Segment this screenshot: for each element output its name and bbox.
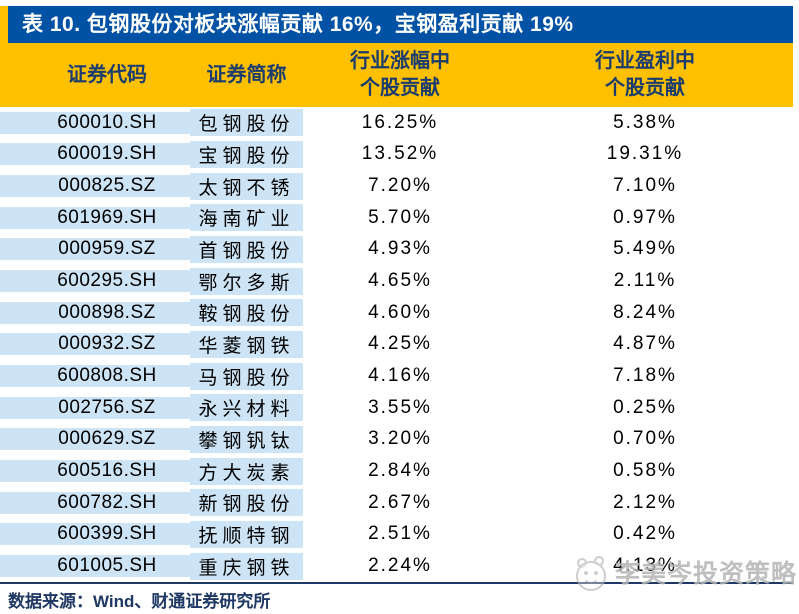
cell-profit: 7.10% bbox=[613, 175, 677, 197]
table-row: 601969.SH 海南矿业 5.70% 0.97% bbox=[0, 202, 793, 234]
column-header-gain-contribution: 行业涨幅中 个股贡献 bbox=[303, 48, 497, 102]
cell-name: 海南矿业 bbox=[190, 204, 303, 232]
cell-profit: 2.11% bbox=[613, 270, 677, 292]
cell-gain: 2.84% bbox=[368, 460, 432, 482]
cell-gain: 3.20% bbox=[368, 428, 432, 450]
cell-name: 鄂尔多斯 bbox=[190, 267, 303, 295]
cell-profit: 5.49% bbox=[613, 238, 677, 260]
cell-code: 600399.SH bbox=[0, 523, 190, 546]
cell-profit: 4.13% bbox=[613, 555, 677, 577]
table-title-bar: 表 10. 包钢股份对板块涨幅贡献 16%，宝钢盈利贡献 19% bbox=[0, 6, 793, 43]
cell-profit: 0.70% bbox=[613, 428, 677, 450]
cell-code: 600010.SH bbox=[0, 111, 190, 134]
cell-code: 000959.SZ bbox=[0, 238, 190, 261]
cell-profit: 19.31% bbox=[606, 143, 684, 165]
cell-name: 马钢股份 bbox=[190, 362, 303, 390]
cell-name: 新钢股份 bbox=[190, 489, 303, 517]
table-row: 000629.SZ 攀钢钒钛 3.20% 0.70% bbox=[0, 424, 793, 456]
table-body: 600010.SH 包钢股份 16.25% 5.38% 600019.SH 宝钢股份 13.… bbox=[0, 107, 793, 582]
cell-gain: 16.25% bbox=[361, 111, 439, 133]
cell-name: 鞍钢股份 bbox=[190, 299, 303, 327]
cell-gain: 3.55% bbox=[368, 396, 432, 418]
cell-gain: 7.20% bbox=[368, 175, 432, 197]
column-header-profit-line2: 个股贡献 bbox=[605, 77, 685, 99]
cell-profit: 4.87% bbox=[613, 333, 677, 355]
cell-code: 600516.SH bbox=[0, 460, 190, 483]
cell-name: 抚顺特钢 bbox=[190, 520, 303, 548]
cell-name: 方大炭素 bbox=[190, 457, 303, 485]
table-row: 002756.SZ 永兴材料 3.55% 0.25% bbox=[0, 392, 793, 424]
table-row: 600295.SH 鄂尔多斯 4.65% 2.11% bbox=[0, 265, 793, 297]
column-header-profit-contribution: 行业盈利中 个股贡献 bbox=[497, 48, 793, 102]
cell-name: 包钢股份 bbox=[190, 109, 303, 137]
table-row: 000898.SZ 鞍钢股份 4.60% 8.24% bbox=[0, 297, 793, 329]
cell-profit: 8.24% bbox=[613, 301, 677, 323]
table-row: 601005.SH 重庆钢铁 2.24% 4.13% bbox=[0, 550, 793, 582]
cell-profit: 5.38% bbox=[613, 111, 677, 133]
column-header-gain-line1: 行业涨幅中 bbox=[350, 50, 450, 72]
cell-gain: 4.16% bbox=[368, 365, 432, 387]
cell-code: 000629.SZ bbox=[0, 428, 190, 451]
cell-code: 600808.SH bbox=[0, 365, 190, 388]
cell-code: 002756.SZ bbox=[0, 396, 190, 419]
cell-gain: 4.65% bbox=[368, 270, 432, 292]
cell-gain: 5.70% bbox=[368, 206, 432, 228]
cell-code: 000932.SZ bbox=[0, 333, 190, 356]
cell-gain: 2.67% bbox=[368, 491, 432, 513]
cell-name: 华菱钢铁 bbox=[190, 330, 303, 358]
table-row: 600808.SH 马钢股份 4.16% 7.18% bbox=[0, 360, 793, 392]
table-row: 600019.SH 宝钢股份 13.52% 19.31% bbox=[0, 139, 793, 171]
column-header-profit-line1: 行业盈利中 bbox=[595, 50, 695, 72]
table-bottom-rule bbox=[0, 582, 793, 584]
cell-gain: 2.24% bbox=[368, 555, 432, 577]
table-row: 000825.SZ 太钢不锈 7.20% 7.10% bbox=[0, 170, 793, 202]
cell-name: 太钢不锈 bbox=[190, 172, 303, 200]
cell-gain: 13.52% bbox=[361, 143, 439, 165]
column-header-gain-line2: 个股贡献 bbox=[360, 77, 440, 99]
cell-name: 攀钢钒钛 bbox=[190, 425, 303, 453]
cell-profit: 0.97% bbox=[613, 206, 677, 228]
cell-code: 000825.SZ bbox=[0, 175, 190, 198]
cell-profit: 0.58% bbox=[613, 460, 677, 482]
data-source-note: 数据来源：Wind、财通证券研究所 bbox=[8, 592, 271, 611]
cell-code: 601005.SH bbox=[0, 555, 190, 578]
cell-gain: 2.51% bbox=[368, 523, 432, 545]
table-row: 600010.SH 包钢股份 16.25% 5.38% bbox=[0, 107, 793, 139]
cell-gain: 4.25% bbox=[368, 333, 432, 355]
cell-name: 宝钢股份 bbox=[190, 140, 303, 168]
cell-gain: 4.60% bbox=[368, 301, 432, 323]
table-row: 000932.SZ 华菱钢铁 4.25% 4.87% bbox=[0, 329, 793, 361]
cell-code: 600295.SH bbox=[0, 270, 190, 293]
table-row: 600516.SH 方大炭素 2.84% 0.58% bbox=[0, 455, 793, 487]
cell-name: 首钢股份 bbox=[190, 235, 303, 263]
gold-accent-notch bbox=[0, 6, 8, 43]
table-row: 000959.SZ 首钢股份 4.93% 5.49% bbox=[0, 234, 793, 266]
cell-profit: 7.18% bbox=[613, 365, 677, 387]
cell-profit: 0.25% bbox=[613, 396, 677, 418]
cell-code: 600019.SH bbox=[0, 143, 190, 166]
table-row: 600782.SH 新钢股份 2.67% 2.12% bbox=[0, 487, 793, 519]
table-title: 表 10. 包钢股份对板块涨幅贡献 16%，宝钢盈利贡献 19% bbox=[8, 6, 793, 43]
cell-code: 601969.SH bbox=[0, 206, 190, 229]
cell-gain: 4.93% bbox=[368, 238, 432, 260]
cell-name: 永兴材料 bbox=[190, 394, 303, 422]
cell-code: 600782.SH bbox=[0, 491, 190, 514]
column-header-code: 证券代码 bbox=[67, 63, 147, 86]
cell-name: 重庆钢铁 bbox=[190, 552, 303, 580]
cell-profit: 0.42% bbox=[613, 523, 677, 545]
cell-code: 000898.SZ bbox=[0, 301, 190, 324]
table-row: 600399.SH 抚顺特钢 2.51% 0.42% bbox=[0, 519, 793, 551]
column-header-name: 证券简称 bbox=[206, 63, 287, 86]
table-header-row: 证券代码 证券简称 行业涨幅中 个股贡献 行业盈利中 个股贡献 bbox=[0, 43, 793, 107]
cell-profit: 2.12% bbox=[613, 491, 677, 513]
